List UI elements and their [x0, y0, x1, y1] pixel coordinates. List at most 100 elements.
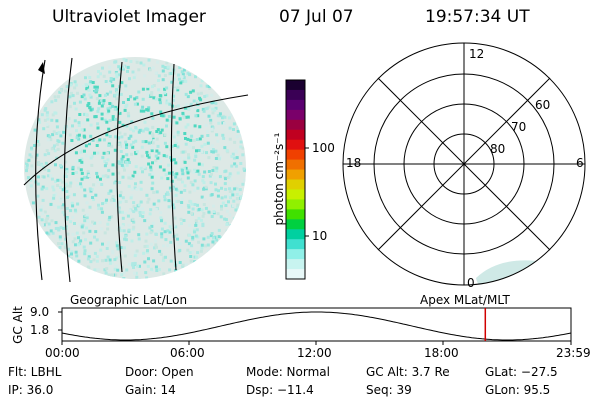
uv-speckle: [154, 243, 158, 247]
observation-time: 19:57:34 UT: [425, 7, 530, 27]
uv-speckle: [223, 115, 227, 119]
uv-speckle: [193, 107, 197, 110]
uv-speckle: [185, 103, 189, 107]
uv-speckle: [49, 138, 53, 142]
uv-speckle: [184, 142, 188, 146]
uv-speckle: [157, 74, 161, 78]
uv-speckle: [60, 197, 64, 201]
uv-speckle: [83, 135, 87, 139]
uv-speckle: [160, 176, 164, 180]
uv-speckle: [107, 109, 111, 113]
uv-speckle: [108, 215, 112, 219]
uv-speckle: [218, 175, 222, 179]
uv-speckle: [116, 92, 119, 96]
uv-speckle: [123, 168, 126, 172]
uv-speckle: [111, 104, 115, 108]
colorbar-swatch: [286, 259, 305, 270]
uv-speckle: [107, 81, 111, 85]
uv-speckle: [132, 76, 136, 80]
uv-speckle: [64, 226, 68, 230]
uv-speckle: [89, 260, 93, 264]
uv-speckle: [186, 176, 190, 180]
uv-speckle: [187, 156, 191, 160]
uv-speckle: [102, 99, 106, 103]
uv-speckle: [180, 75, 184, 79]
uv-speckle: [165, 101, 169, 105]
uv-speckle: [40, 218, 44, 222]
uv-speckle: [65, 217, 69, 221]
uv-speckle: [47, 174, 50, 178]
uv-speckle: [188, 251, 192, 255]
uv-speckle: [172, 77, 176, 81]
uv-speckle: [241, 182, 245, 186]
uv-speckle: [113, 107, 117, 111]
uv-speckle: [123, 108, 127, 112]
uv-speckle: [205, 129, 209, 133]
uv-speckle: [147, 141, 151, 145]
uv-speckle: [196, 186, 200, 190]
uv-speckle: [214, 157, 218, 160]
colorbar-swatch: [286, 179, 305, 190]
uv-speckle: [85, 83, 89, 87]
uv-speckle: [141, 105, 145, 109]
uv-speckle: [63, 245, 67, 249]
uv-speckle: [137, 278, 141, 279]
uv-speckle: [64, 237, 67, 241]
uv-speckle: [141, 87, 145, 91]
uv-speckle: [127, 176, 131, 180]
uv-speckle: [207, 170, 211, 173]
uv-speckle: [169, 72, 173, 75]
uv-speckle: [48, 135, 52, 139]
uv-speckle: [181, 111, 185, 115]
uv-speckle: [86, 265, 90, 269]
uv-speckle: [191, 237, 195, 241]
uv-speckle: [106, 175, 110, 179]
uv-speckle: [242, 167, 246, 171]
uv-speckle: [193, 124, 197, 128]
uv-speckle: [120, 135, 124, 139]
uv-speckle: [193, 168, 196, 172]
uv-speckle: [114, 135, 118, 139]
uv-speckle: [126, 158, 130, 162]
uv-speckle: [193, 203, 197, 206]
uv-speckle: [27, 158, 31, 162]
uv-speckle: [227, 194, 231, 198]
uv-speckle: [217, 189, 220, 193]
uv-speckle: [73, 237, 77, 241]
uv-speckle: [229, 113, 233, 117]
uv-speckle: [55, 132, 59, 135]
uv-speckle: [210, 144, 214, 148]
uv-speckle: [102, 138, 106, 142]
uv-speckle: [202, 203, 206, 206]
uv-speckle: [121, 155, 125, 159]
uv-speckle: [87, 174, 91, 178]
uv-speckle: [45, 113, 49, 117]
uv-speckle: [154, 207, 158, 211]
orbit-altitude-curve: [61, 311, 572, 341]
uv-speckle: [117, 136, 120, 140]
uv-speckle: [166, 65, 170, 69]
uv-speckle: [25, 169, 28, 173]
uv-speckle: [45, 111, 49, 115]
uv-speckle: [84, 144, 88, 148]
uv-speckle: [75, 129, 78, 133]
uv-speckle: [196, 92, 200, 96]
uv-speckle: [35, 196, 39, 200]
uv-speckle: [80, 171, 84, 175]
uv-speckle: [175, 172, 179, 176]
uv-speckle: [193, 260, 197, 264]
uv-speckle: [190, 244, 194, 248]
uv-speckle: [124, 58, 128, 62]
uv-speckle: [204, 185, 208, 189]
uv-speckle: [143, 74, 147, 78]
uv-speckle: [176, 82, 180, 86]
uv-speckle: [122, 229, 126, 233]
x-tick-label-1800: 18:00: [424, 346, 459, 360]
uv-speckle: [105, 247, 109, 250]
uv-speckle: [37, 118, 41, 122]
uv-speckle: [206, 141, 210, 145]
uv-speckle: [111, 172, 115, 176]
uv-speckle: [171, 98, 175, 102]
uv-speckle: [106, 227, 110, 231]
uv-speckle: [184, 115, 188, 119]
